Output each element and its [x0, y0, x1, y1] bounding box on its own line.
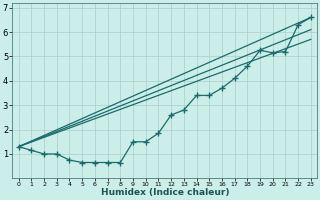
X-axis label: Humidex (Indice chaleur): Humidex (Indice chaleur)	[100, 188, 229, 197]
